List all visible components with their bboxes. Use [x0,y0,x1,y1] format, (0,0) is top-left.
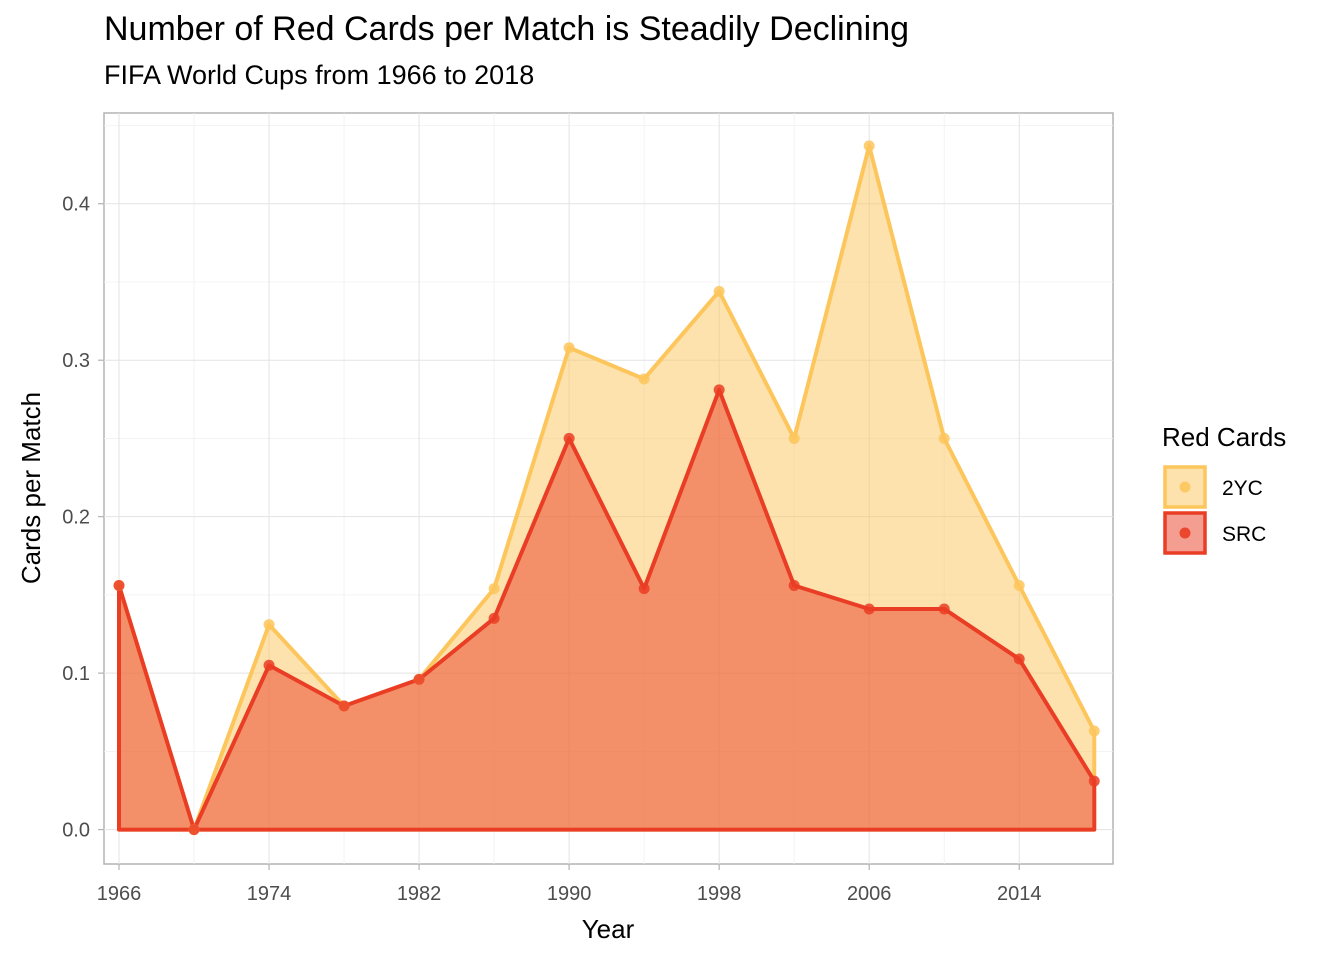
point-src [113,580,125,592]
chart-title: Number of Red Cards per Match is Steadil… [104,10,910,48]
panel-border [103,112,1114,865]
x-tick-label: 2006 [847,883,892,905]
legend-label-src: SRC [1222,523,1266,546]
point-2yc [263,619,275,631]
point-2yc [713,285,725,297]
point-2yc [863,140,875,152]
y-axis-ticks: 0.0 0.1 0.2 0.3 0.4 [62,194,104,842]
point-src [488,612,500,624]
x-axis-title: Year [582,914,635,944]
legend-key-2yc [1163,465,1207,509]
y-tick-label: 0.2 [62,507,90,529]
point-src [938,603,950,615]
x-tick-label: 1974 [247,883,292,905]
point-src [338,700,350,712]
point-src [638,583,650,595]
point-src [1088,775,1100,787]
y-tick-label: 0.4 [62,194,90,216]
area-src [119,389,1095,830]
area-layers [119,145,1095,830]
point-src [563,432,575,444]
point-2yc [638,373,650,385]
point-2yc [1088,725,1100,737]
x-tick-label: 1998 [697,883,742,905]
point-2yc [938,432,950,444]
y-tick-label: 0.0 [62,820,90,842]
legend-point-2yc [1179,481,1191,493]
y-tick-label: 0.3 [62,350,90,372]
point-src [188,824,200,836]
point-src [713,384,725,396]
legend: Red Cards 2YC SRC [1162,422,1286,555]
y-axis-title: Cards per Match [16,392,46,584]
point-src [788,580,800,592]
legend-title: Red Cards [1162,422,1286,452]
point-2yc [788,432,800,444]
point-src [863,603,875,615]
x-tick-label: 2014 [997,883,1042,905]
point-src [263,659,275,671]
x-tick-label: 1982 [397,883,442,905]
x-tick-label: 1966 [97,883,142,905]
legend-label-2yc: 2YC [1222,477,1263,500]
point-2yc [488,583,500,595]
point-src [1013,653,1025,665]
point-2yc [563,342,575,354]
chart-subtitle: FIFA World Cups from 1966 to 2018 [104,60,535,90]
x-axis-ticks: 1966 1974 1982 1990 1998 2006 2014 [97,864,1042,905]
legend-point-src [1179,527,1191,539]
x-tick-label: 1990 [547,883,592,905]
point-2yc [1013,580,1025,592]
series-points [113,140,1100,836]
y-tick-label: 0.1 [62,663,90,685]
point-src [413,673,425,685]
